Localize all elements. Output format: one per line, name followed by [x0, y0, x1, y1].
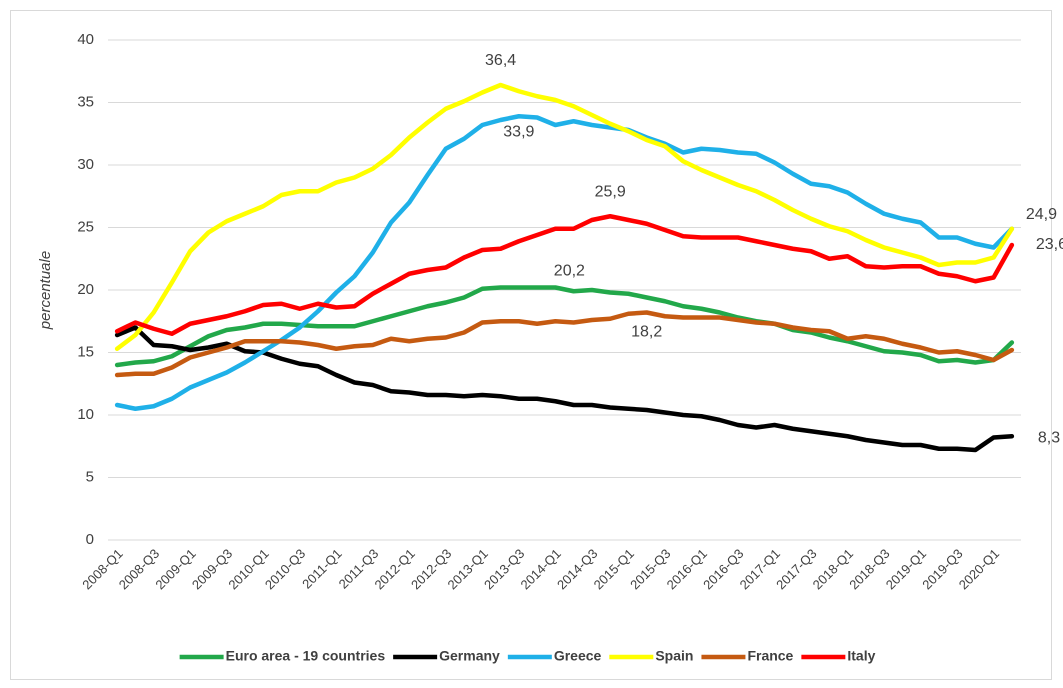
series-line: [114, 310, 1015, 378]
y-tick-label: 25: [77, 218, 94, 235]
series-line: [114, 285, 1015, 368]
data-label: 18,2: [631, 324, 662, 341]
legend-label: Italy: [847, 648, 875, 664]
legend-label: Euro area - 19 countries: [226, 648, 386, 664]
data-label: 36,4: [485, 52, 516, 69]
data-label: 24,9: [1026, 206, 1057, 223]
chart-border: [10, 10, 1052, 680]
y-tick-label: 0: [86, 531, 94, 548]
legend-label: Spain: [655, 648, 693, 664]
data-label: 8,3: [1038, 429, 1060, 446]
y-tick-label: 10: [77, 406, 94, 423]
legend-label: Greece: [554, 648, 602, 664]
data-label: 25,9: [595, 183, 626, 200]
series-line: [114, 82, 1015, 351]
y-tick-label: 35: [77, 93, 94, 110]
legend-label: France: [747, 648, 793, 664]
series-line: [114, 214, 1015, 336]
y-tick-label: 15: [77, 343, 94, 360]
series-line: [114, 114, 1015, 411]
data-label: 33,9: [503, 123, 534, 140]
y-tick-label: 30: [77, 156, 94, 173]
data-label: 20,2: [554, 263, 585, 280]
y-tick-label: 5: [86, 468, 94, 485]
legend-label: Germany: [439, 648, 500, 664]
y-tick-label: 20: [77, 281, 94, 298]
y-axis-label: percentuale: [37, 251, 54, 330]
y-tick-label: 40: [77, 31, 94, 48]
series-line: [114, 325, 1015, 453]
data-label: 23,6: [1036, 236, 1063, 253]
